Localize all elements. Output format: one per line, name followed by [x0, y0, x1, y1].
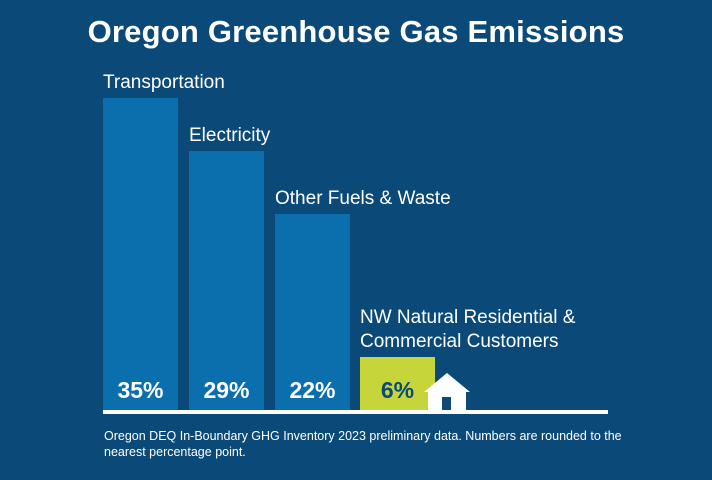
value-label-0: 35% — [117, 377, 163, 403]
bar-1 — [189, 151, 264, 410]
value-label-3: 6% — [381, 377, 414, 403]
value-label-1: 29% — [203, 377, 249, 403]
category-label-1: Electricity — [189, 125, 271, 146]
house-icon — [424, 373, 470, 410]
x-axis-baseline — [103, 410, 608, 414]
category-label-2: Other Fuels & Waste — [275, 188, 451, 209]
house-door-icon — [442, 397, 451, 410]
category-label-0: Transportation — [103, 72, 225, 93]
bar-0 — [103, 98, 178, 410]
footnote: Oregon DEQ In-Boundary GHG Inventory 202… — [104, 429, 622, 459]
bar-2 — [275, 214, 350, 410]
bar-3 — [360, 357, 435, 410]
category-label-3: NW Natural Residential & Commercial Custo… — [360, 307, 576, 352]
chart-title: Oregon Greenhouse Gas Emissions — [87, 14, 625, 49]
value-label-2: 22% — [289, 377, 335, 403]
